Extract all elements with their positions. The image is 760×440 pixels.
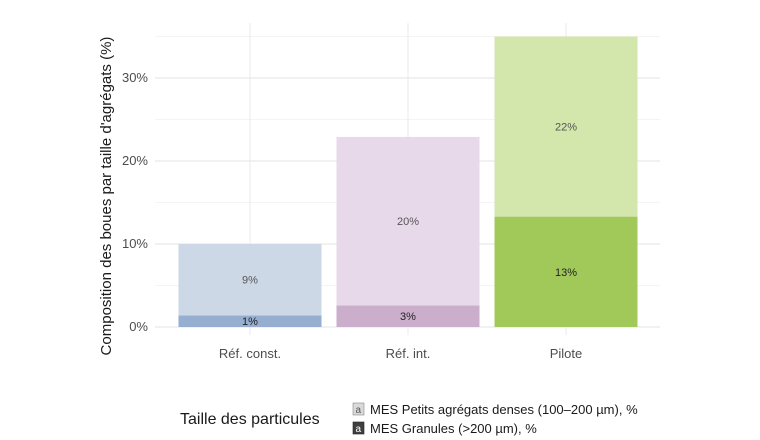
y-tick-label: 0% — [129, 319, 148, 334]
bar-segment — [336, 305, 480, 327]
x-tick-label: Réf. const. — [219, 346, 281, 361]
legend-key-letter: a — [356, 424, 362, 435]
data-label: 3% — [400, 311, 416, 323]
data-label: 13% — [555, 267, 577, 279]
bar-segment — [494, 36, 638, 217]
legend-label-granules: MES Granules (>200 µm), % — [370, 421, 537, 436]
data-label: 9% — [242, 275, 258, 287]
legend-key-letter: a — [356, 405, 362, 416]
y-tick-label: 30% — [122, 70, 148, 85]
bar-segment — [336, 136, 480, 306]
legend-title: Taille des particules — [180, 411, 320, 428]
bar-segment — [178, 315, 322, 327]
legend-key-small-aggregates — [352, 402, 365, 416]
y-axis-label: Composition des boues par taille d'agrég… — [98, 37, 115, 356]
legend-key-granules — [352, 421, 365, 435]
bar-segment — [494, 216, 638, 327]
data-label: 20% — [397, 216, 419, 228]
legend-item-granules: a MES Granules (>200 µm), % — [352, 421, 537, 436]
y-axis: 0% 10% 20% 30% — [122, 70, 148, 334]
x-tick-label: Pilote — [550, 346, 583, 361]
bars — [178, 36, 638, 327]
y-tick-label: 10% — [122, 236, 148, 251]
data-labels: 1% 9% 3% 20% 13% 22% — [242, 122, 577, 329]
x-tick-label: Réf. int. — [386, 346, 431, 361]
legend: Taille des particules a MES Petits agrég… — [180, 402, 638, 436]
legend-item-small-aggregates: a MES Petits agrégats denses (100–200 µm… — [352, 402, 638, 417]
x-axis: Réf. const. Réf. int. Pilote — [219, 346, 582, 361]
y-tick-label: 20% — [122, 153, 148, 168]
data-label: 22% — [555, 122, 577, 134]
legend-label-small-aggregates: MES Petits agrégats denses (100–200 µm),… — [370, 402, 638, 417]
data-label: 1% — [242, 316, 258, 328]
bar-segment — [178, 244, 322, 316]
